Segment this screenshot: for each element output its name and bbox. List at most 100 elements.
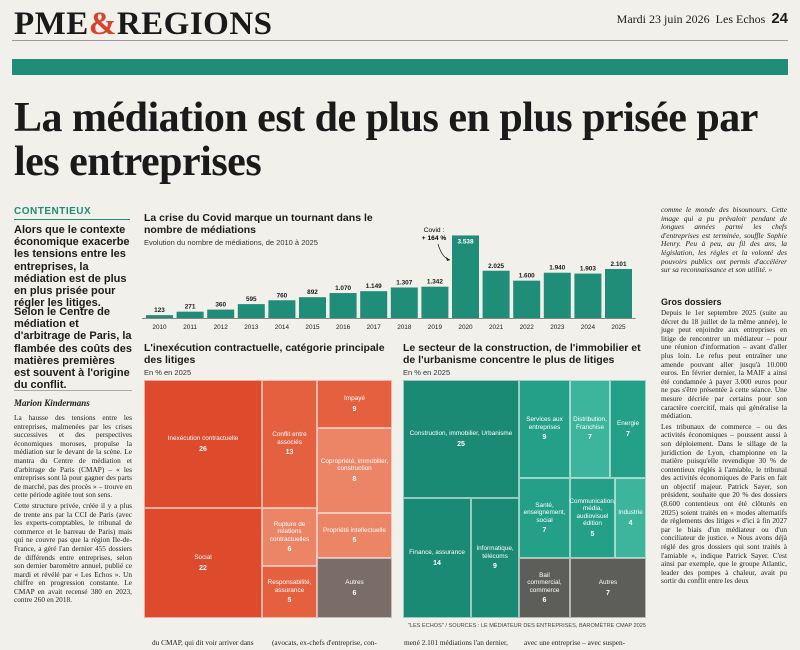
treemap-cell-label: Distribution, Franchise [573,416,607,431]
year-tick-label: 2010 [152,324,167,331]
treemap-cell-label: Finance, assurance [409,549,465,557]
treemap-cell-value: 6 [352,589,357,597]
issue-date: Mardi 23 juin 2026 [616,12,710,26]
bar-2010 [146,315,173,318]
bar-2021 [482,270,510,318]
bar-2020 [452,235,479,318]
treemap-cell-value: 26 [199,445,207,453]
treemap-cell: Informatique, télécoms 9 [471,498,519,618]
bottom-text-line: mené 2.101 médiations l'an dernier, [404,638,508,647]
bar-2022 [513,280,541,318]
treemap-cell-value: 6 [542,596,547,604]
annotation-arrowhead [446,257,450,261]
treemap-cell-label: Social [194,554,212,562]
treemap-cell-label: Rupture de relations contractuelles [269,520,310,543]
treemap-cell-value: 5 [287,597,292,605]
treemap-cell-value: 7 [542,526,547,534]
treemap-cell: Impayé 9 [317,380,392,428]
treemap-cell-value: 14 [433,559,441,567]
year-tick-label: 2024 [581,324,596,331]
byline: Marion Kindermans [14,398,90,408]
headline: La médiation est de plus en plus prisée … [14,95,758,185]
treemap-cell-label: Industrie [618,509,643,517]
treemap-cell-value: 7 [626,430,630,438]
treemap-cell: Social 22 [144,508,262,618]
bar-chart: 123 2010 271 2011 360 2012 595 2013 760 2014 892 20… [142,227,636,331]
treemap-cell-label: Responsabilité, assurance [267,579,312,594]
year-tick-label: 2025 [611,324,626,331]
bar-2011 [176,311,204,318]
header-rule [12,40,788,41]
bar-value-label: 360 [215,302,226,309]
treemap-cell: Communication, média, audiovisuel éditio… [569,478,616,558]
bar-value-label: 1.940 [549,265,565,272]
lead-paragraph: Alors que le contexte économique exacerb… [14,224,130,310]
kicker-rule [14,219,130,220]
paragraph: Les tribunaux de commerce – ou des activ… [661,421,787,586]
bar-2024 [574,273,602,318]
treemap-cell-value: 5 [590,530,595,538]
bottom-text-line: du CMAP, qui dit voir arriver dans [152,638,254,647]
quote-continuation: comme le monde des bisounours. Cette ima… [661,205,787,275]
bar-2013 [237,304,265,318]
treemap-cell: Bail commercial, commerce 6 [519,558,570,618]
bar-chart-subtitle: Evolution du nombre de médiations, de 20… [144,238,318,247]
kicker: CONTENTIEUX [14,206,92,217]
bar-value-label: 123 [154,307,165,314]
year-tick-label: 2021 [489,324,504,331]
treemap-cell-label: Energie [616,420,640,428]
bar-value-label: 1.149 [366,283,382,290]
issue-info: Mardi 23 juin 2026 Les Echos 24 [617,10,788,27]
treemap-cell-value: 13 [285,449,294,457]
treemap-cell-label: Construction, immobilier, Urbanisme [409,430,513,438]
year-tick-label: 2012 [214,324,229,331]
year-tick-label: 2020 [458,324,473,331]
bar-value-label: 1.307 [396,280,412,287]
masthead: PME&REGIONS [14,6,273,42]
byline-rule [14,390,132,391]
bar-value-label: 271 [185,304,196,311]
treemap-cell: Conflit entre associés 13 [262,380,317,508]
treemap-litiges-subtitle: En % en 2025 [144,368,192,377]
treemap-cell: Propriété intellectuelle 5 [317,513,392,558]
bar-2019 [421,286,449,318]
treemap-cell-label: Santé, enseignement, social [523,501,566,524]
treemap-cell: Industrie 4 [615,478,646,558]
bar-value-label: 595 [246,296,257,303]
treemap-cell-value: 9 [493,563,497,571]
treemap-litiges-title: L'inexécution contractuelle, catégorie p… [144,342,385,366]
treemap-cell-label: Inexécution contractuelle [167,435,239,443]
bar-value-label: 2.025 [488,263,504,270]
year-tick-label: 2023 [550,324,565,331]
bar-value-label: 2.101 [611,261,627,268]
subheading: Gros dossiers [661,297,722,307]
year-tick-label: 2011 [183,324,197,331]
treemap-litiges: Inexécution contractuelle 26 Social 22 Confl… [144,380,392,618]
paper-name: Les Echos [715,12,766,26]
treemap-cell: Energie 7 [610,380,646,478]
covid-annotation-value: + 164 % [422,235,447,242]
year-tick-label: 2018 [397,324,412,331]
paragraph: Cette structure privée, créée il y a plu… [14,500,132,605]
treemap-cell: Rupture de relations contractuelles 6 [262,508,317,566]
treemap-cell: Santé, enseignement, social 7 [519,478,570,558]
bar-2016 [329,293,357,318]
treemap-secteurs: Construction, immobilier, Urbanisme 25 Fin… [403,380,646,618]
treemap-cell: Distribution, Franchise 7 [570,380,610,478]
year-tick-label: 2014 [275,324,290,331]
year-tick-label: 2022 [520,324,535,331]
treemap-cell: Services aux entreprises 9 [519,380,570,478]
chart-source: "LES ECHOS" / SOURCES : LE MÉDIATEUR DES… [407,623,646,629]
treemap-cell: Inexécution contractuelle 26 [144,380,262,508]
bar-2012 [207,309,235,318]
treemap-cell-label: Autres [598,579,618,587]
treemap-cell: Finance, assurance 14 [403,498,471,618]
treemap-cell-label: Informatique, télécoms [476,545,514,560]
treemap-cell-label: Autres [345,579,364,587]
treemap-cell-value: 5 [352,537,357,544]
bottom-text-line: avec une entreprise – avec suspen- [524,638,626,647]
bottom-text-line: (avocats, ex-chefs d'entreprise, con- [272,638,377,647]
bar-2014 [268,300,296,318]
bar-2023 [543,272,571,318]
treemap-cell-value: 6 [287,545,292,553]
